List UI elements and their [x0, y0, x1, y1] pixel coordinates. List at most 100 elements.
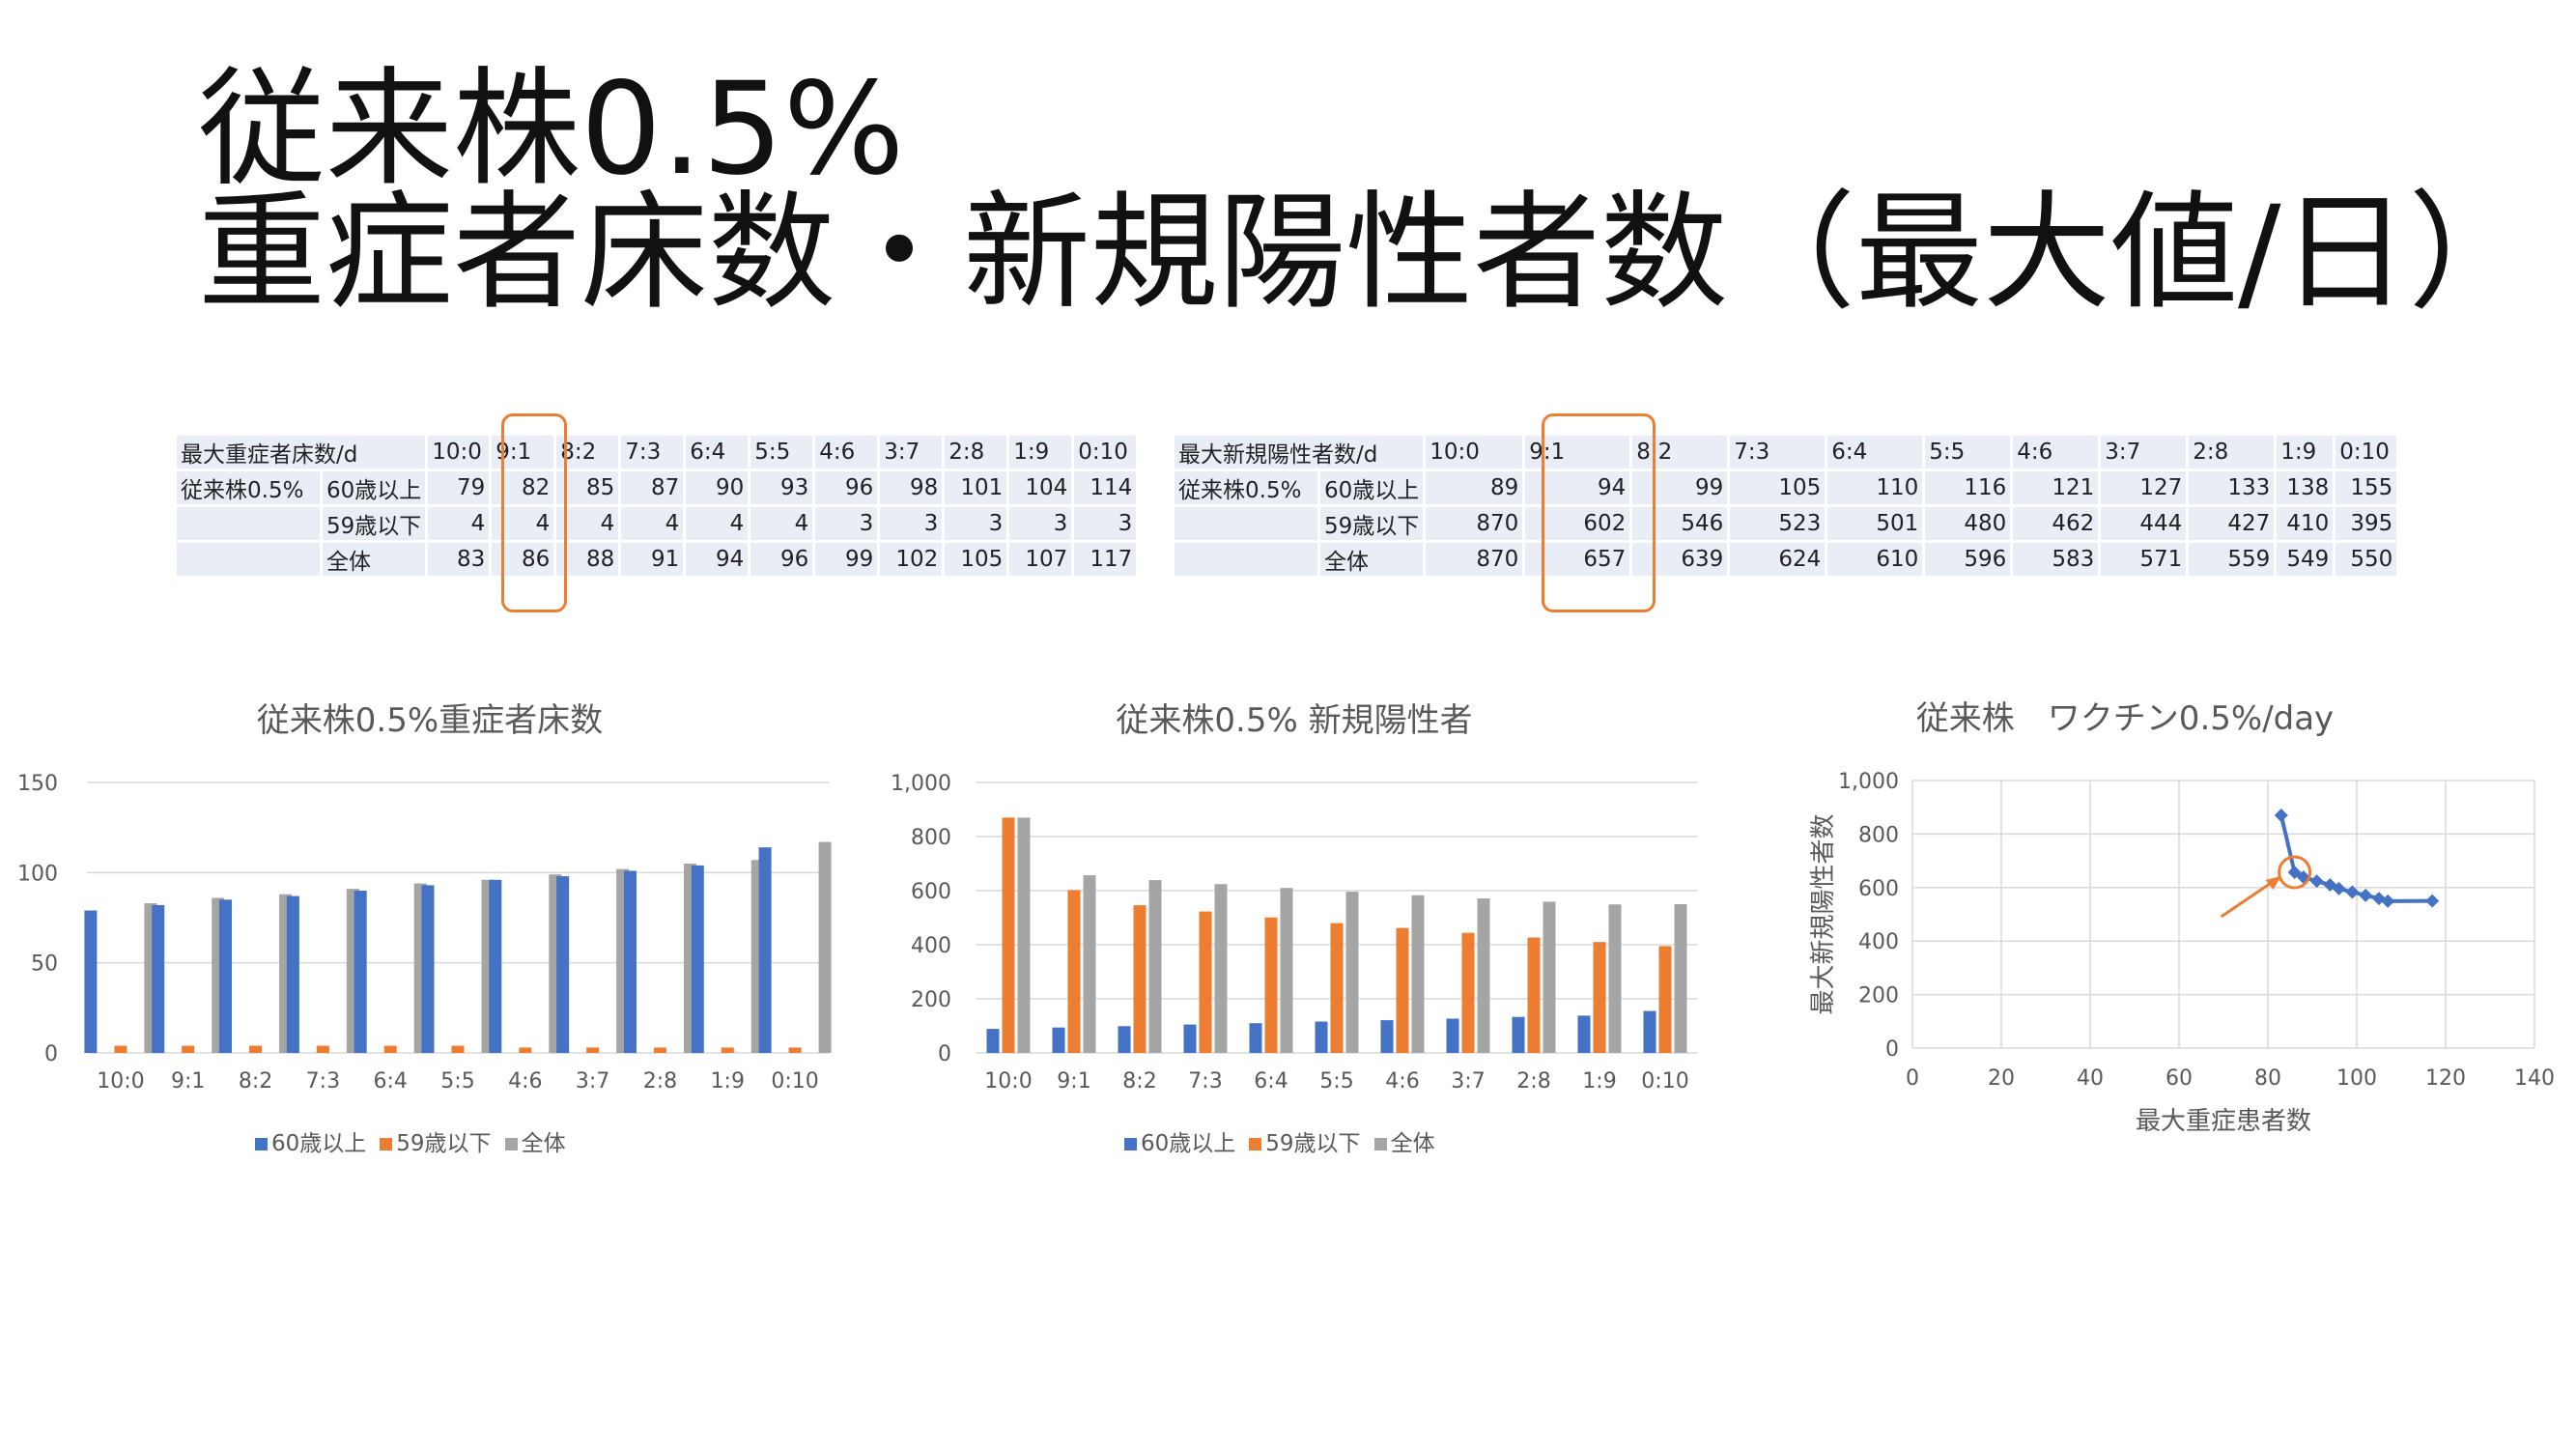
table-column-header: 6:4 — [1827, 436, 1923, 469]
x-tick-label: 10:0 — [97, 1069, 144, 1094]
table-column-header: 2:8 — [2189, 436, 2275, 469]
y-tick-label: 800 — [911, 826, 951, 850]
bar — [1199, 911, 1212, 1053]
table-cell: 4 — [686, 507, 749, 540]
bar — [818, 841, 832, 1053]
bar — [586, 1047, 600, 1053]
table-cell: 610 — [1827, 543, 1923, 576]
x-tick-label: 2:8 — [1516, 1069, 1550, 1094]
legend-swatch-blue — [1124, 1138, 1137, 1151]
table-cell: 427 — [2189, 507, 2275, 540]
bar — [249, 1045, 263, 1053]
legend-label-59: 59歳以下 — [396, 1131, 492, 1156]
bar — [1411, 895, 1425, 1053]
x-tick-label: 100 — [2336, 1066, 2377, 1091]
bar — [1214, 884, 1228, 1053]
table-column-header: 10:0 — [1426, 436, 1523, 469]
table-column-header: 2:8 — [945, 436, 1007, 469]
table-cell: 571 — [2101, 543, 2187, 576]
legend-label-60: 60歳以上 — [1141, 1131, 1236, 1156]
table-column-header: 1:9 — [1009, 436, 1072, 469]
bar — [1052, 1027, 1065, 1053]
y-tick-label: 1,000 — [1838, 770, 1899, 794]
x-tick-label: 0:10 — [1641, 1069, 1688, 1094]
table-group-label — [177, 507, 320, 540]
bar — [383, 1045, 397, 1053]
table-column-header: 0:10 — [1074, 436, 1137, 469]
table-cell: 4 — [621, 507, 684, 540]
bar — [316, 1045, 329, 1053]
bar — [986, 1029, 1000, 1053]
data-point — [2359, 888, 2373, 902]
table-cell: 90 — [686, 471, 749, 504]
y-tick-label: 1,000 — [891, 772, 951, 796]
table-cell: 3 — [1009, 507, 1072, 540]
bar — [1543, 901, 1556, 1053]
table-cell: 99 — [1632, 471, 1728, 504]
bar — [1280, 888, 1293, 1053]
y-axis-label: 最大新規陽性者数 — [1809, 813, 1838, 1014]
data-point — [2332, 881, 2346, 895]
table-cell: 480 — [1925, 507, 2011, 540]
table-row-label: 60歳以上 — [323, 471, 426, 504]
table-cell: 91 — [621, 543, 684, 576]
table-cell: 89 — [1426, 471, 1523, 504]
table-cell: 395 — [2335, 507, 2397, 540]
table-row: 全体 870 657 639 624 610 596 583 571 559 549 550 — [1175, 543, 2397, 576]
table-column-header: 0:10 — [2335, 436, 2397, 469]
x-tick-label: 120 — [2425, 1066, 2466, 1091]
title-line-1: 従来株0.5% — [198, 55, 905, 204]
bar — [1577, 1015, 1591, 1053]
x-tick-label: 6:4 — [373, 1069, 407, 1094]
x-tick-label: 140 — [2514, 1066, 2555, 1091]
bar — [1446, 1018, 1459, 1053]
table-column-header: 5:5 — [750, 436, 813, 469]
bar — [1396, 927, 1409, 1053]
bar — [1512, 1016, 1525, 1053]
x-tick-label: 5:5 — [440, 1069, 474, 1094]
table-group-label — [1175, 507, 1317, 540]
table-cell: 3 — [1074, 507, 1137, 540]
x-tick-label: 8:2 — [1122, 1069, 1156, 1094]
bar — [1002, 817, 1015, 1053]
bar — [152, 904, 165, 1053]
bar — [653, 1047, 666, 1053]
x-tick-label: 40 — [2077, 1066, 2104, 1091]
data-point — [2274, 809, 2288, 823]
x-tick-label: 80 — [2254, 1066, 2281, 1091]
bar — [1264, 917, 1278, 1053]
table-cell: 3 — [880, 507, 943, 540]
data-point — [2309, 874, 2324, 889]
data-point — [2381, 894, 2395, 908]
bar — [219, 899, 233, 1053]
table-column-header: 6:4 — [686, 436, 749, 469]
table-cell: 155 — [2335, 471, 2397, 504]
y-tick-label: 800 — [1858, 823, 1899, 847]
x-tick-label: 0 — [1906, 1066, 1919, 1091]
legend-label-all: 全体 — [1390, 1131, 1435, 1156]
table-column-header: 1:9 — [2277, 436, 2334, 469]
table-group-label: 従来株0.5% — [177, 471, 320, 504]
table-cell: 3 — [945, 507, 1007, 540]
bar — [114, 1045, 127, 1053]
bar — [421, 885, 435, 1053]
table-group-label: 従来株0.5% — [1175, 471, 1317, 504]
table-cell: 870 — [1426, 543, 1523, 576]
table-cell: 94 — [686, 543, 749, 576]
bar — [1461, 932, 1475, 1053]
x-tick-label: 7:3 — [1188, 1069, 1222, 1094]
table-cell: 101 — [945, 471, 1007, 504]
table-column-header: 7:3 — [621, 436, 684, 469]
legend-swatch-gray — [504, 1138, 518, 1151]
table-cell: 546 — [1632, 507, 1728, 540]
table-cell: 99 — [815, 543, 878, 576]
bar — [788, 1047, 802, 1053]
bar — [84, 910, 98, 1053]
bar — [623, 870, 637, 1053]
table-row: 59歳以下 4 4 4 4 4 4 3 3 3 3 3 — [177, 507, 1137, 540]
y-tick-label: 0 — [938, 1042, 951, 1066]
chart1-legend: 60歳以上 59歳以下 全体 — [241, 1124, 566, 1157]
bar — [489, 879, 502, 1053]
bar — [1133, 905, 1146, 1053]
table-group-label — [1175, 543, 1317, 576]
